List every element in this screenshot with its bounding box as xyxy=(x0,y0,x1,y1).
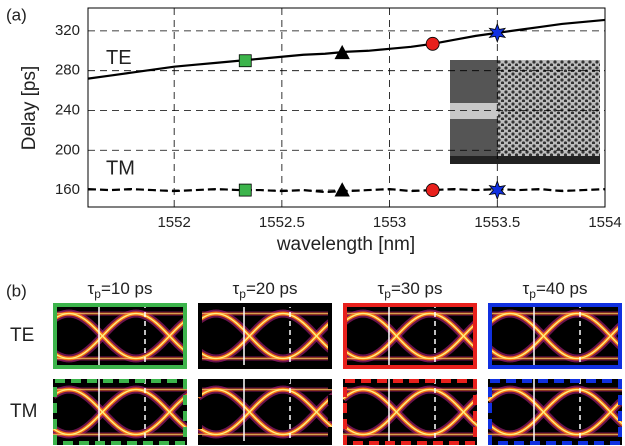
header-value: =20 ps xyxy=(246,279,298,298)
eye-trace xyxy=(198,388,332,436)
eye-frame xyxy=(488,303,622,369)
marker xyxy=(238,183,252,197)
y-tick-label: 320 xyxy=(55,22,80,39)
tau-subscript: p xyxy=(94,287,101,301)
x-tick-label: 1552 xyxy=(157,214,190,231)
x-tick-label: 1553.5 xyxy=(474,214,520,231)
x-tick-label: 1554 xyxy=(588,214,621,231)
y-tick-label: 280 xyxy=(55,62,80,79)
series-label: TE xyxy=(106,47,132,69)
marker xyxy=(334,182,350,197)
eye-frame xyxy=(343,379,477,445)
marker xyxy=(488,179,507,201)
eye-diagram xyxy=(343,379,477,445)
tau-symbol: τ xyxy=(233,279,240,298)
eye-frame xyxy=(198,303,332,369)
tau-subscript: p xyxy=(529,287,536,301)
panel-label: (a) xyxy=(6,5,27,24)
x-tick-label: 1553 xyxy=(373,214,406,231)
eye-diagram xyxy=(53,379,187,445)
tau-subscript: p xyxy=(384,287,391,301)
eye-trace xyxy=(53,312,187,360)
eye-diagram xyxy=(198,379,332,445)
plot-frame xyxy=(87,7,606,208)
tau-subscript: p xyxy=(239,287,246,301)
header-value: =30 ps xyxy=(391,279,443,298)
column-header: τp=20 ps xyxy=(233,279,298,301)
eye-frame xyxy=(488,379,622,445)
marker xyxy=(488,22,507,44)
eye-diagram xyxy=(198,303,332,369)
eye-diagram xyxy=(53,303,187,369)
eye-frame xyxy=(53,303,187,369)
eye-diagram xyxy=(488,303,622,369)
eye-trace xyxy=(198,388,332,436)
eye-trace xyxy=(53,388,187,436)
eye-trace xyxy=(198,312,332,360)
eye-frame xyxy=(198,379,332,445)
marker xyxy=(425,36,440,51)
x-tick-label: 1552.5 xyxy=(259,214,305,231)
column-header: τp=30 ps xyxy=(378,279,443,301)
y-axis-label: Delay [ps] xyxy=(19,66,40,150)
header-value: =40 ps xyxy=(536,279,588,298)
row-label: TE xyxy=(10,325,34,346)
tau-symbol: τ xyxy=(88,279,95,298)
eye-frame xyxy=(343,303,477,369)
marker xyxy=(425,183,440,197)
sem-inset xyxy=(450,60,600,164)
data-line xyxy=(87,18,606,80)
y-tick-label: 160 xyxy=(55,181,80,198)
tau-symbol: τ xyxy=(523,279,530,298)
eye-frame xyxy=(53,379,187,445)
column-header: τp=10 ps xyxy=(88,279,153,301)
eye-diagram xyxy=(343,303,477,369)
column-header: τp=40 ps xyxy=(523,279,588,301)
row-label: TM xyxy=(10,401,37,422)
y-tick-label: 240 xyxy=(55,101,80,118)
tau-symbol: τ xyxy=(378,279,385,298)
eye-trace xyxy=(198,312,332,360)
x-axis-label: wavelength [nm] xyxy=(276,234,415,255)
header-value: =10 ps xyxy=(101,279,153,298)
marker xyxy=(334,44,350,60)
series-label: TM xyxy=(106,157,135,179)
panel-label: (b) xyxy=(6,281,27,300)
y-tick-label: 200 xyxy=(55,141,80,158)
marker xyxy=(238,54,252,68)
eye-diagram xyxy=(488,379,622,445)
